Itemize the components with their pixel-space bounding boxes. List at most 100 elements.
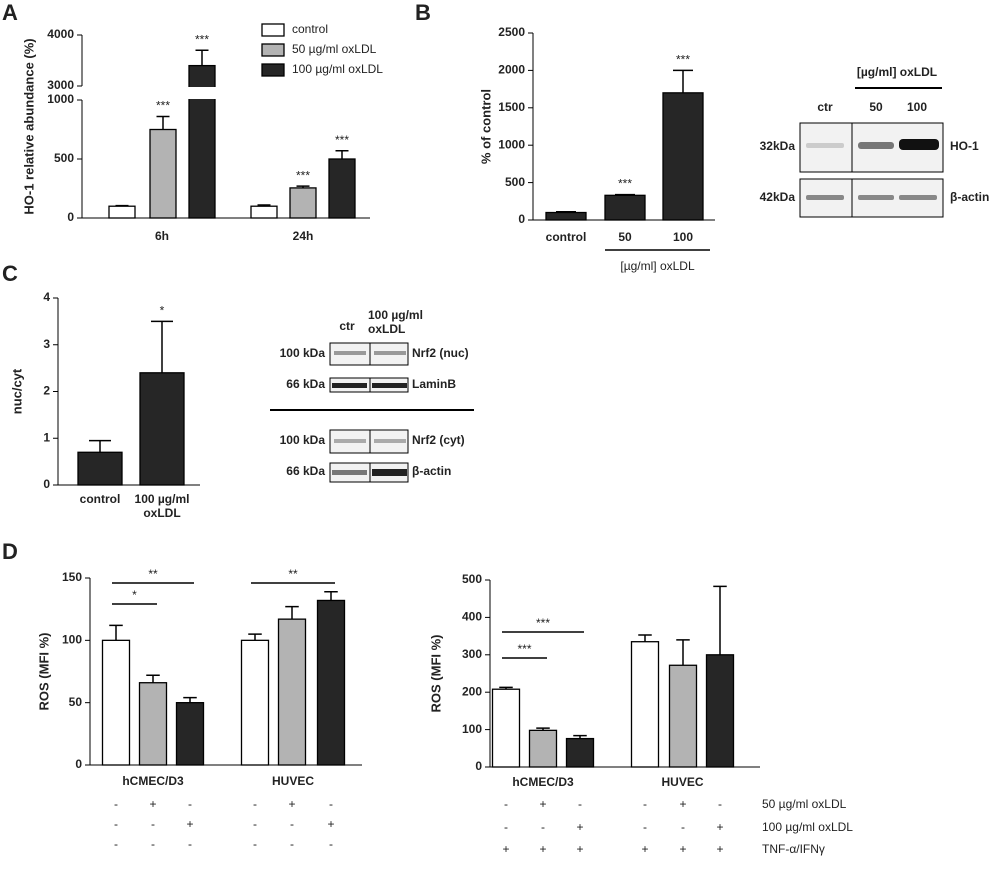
significance: **: [148, 567, 158, 581]
x-tick-label: 100 µg/ml oxLDL: [134, 492, 190, 520]
x-tick-label: 24h: [292, 229, 314, 243]
error-bar: [146, 674, 160, 683]
panel-label: A: [2, 0, 18, 25]
y-tick-label: 1500: [498, 100, 525, 114]
size-label: 42kDa: [760, 190, 796, 204]
treatment-sign: +: [539, 842, 546, 856]
y-tick-label: 1000: [498, 137, 525, 151]
treatment-sign: -: [681, 820, 685, 834]
significance: *: [132, 588, 137, 602]
size-label: 66 kDa: [286, 464, 325, 478]
x-tick-label: hCMEC/D3: [122, 774, 184, 788]
bar: [139, 372, 185, 486]
error-bar: [183, 696, 197, 703]
legend-swatch: [261, 43, 285, 57]
protein-label: Nrf2 (cyt): [412, 433, 465, 447]
size-label: 32kDa: [760, 139, 796, 153]
treatment-sign: -: [643, 797, 647, 811]
treatment-sign: -: [253, 797, 257, 811]
significance: ***: [296, 168, 310, 182]
error-bar: [676, 639, 690, 666]
error-bar: [285, 605, 299, 620]
treatment-sign: -: [151, 837, 155, 851]
significance: *: [160, 304, 165, 318]
protein-label: LaminB: [412, 377, 456, 391]
x-tick-label: 50: [618, 230, 632, 244]
treatment-sign: -: [718, 797, 722, 811]
axis-break-gap: [187, 87, 217, 99]
error-bar: [335, 149, 349, 159]
blot-box: [329, 429, 409, 454]
y-axis-label: ROS (MFI %): [428, 635, 443, 713]
treatment-sign: -: [151, 817, 155, 831]
treatment-sign: -: [290, 817, 294, 831]
lane-label: ctr: [339, 319, 355, 333]
error-bar: [195, 49, 209, 66]
band: [899, 195, 937, 200]
y-tick-label: 3: [43, 337, 50, 351]
blot-c: ctr 100 kDa 66 kDa 100 kDa 66 kDa Nrf2 (…: [270, 319, 474, 483]
lane-label: 100: [907, 100, 927, 114]
band: [372, 469, 407, 476]
error-bar: [638, 634, 652, 642]
bar: [528, 729, 558, 768]
treatment-sign: +: [327, 817, 334, 831]
band: [806, 143, 844, 148]
y-axis-label: % of control: [478, 89, 493, 164]
y-tick-label: 4000: [47, 27, 74, 41]
legend-label: 50 µg/ml oxLDL: [292, 42, 377, 56]
bar: [138, 682, 168, 766]
error-bar: [89, 439, 111, 453]
error-bar: [615, 193, 635, 196]
band: [334, 439, 366, 443]
treatment-sign: +: [679, 797, 686, 811]
y-tick-label: 1: [43, 430, 50, 444]
band: [372, 383, 407, 388]
significance: ***: [618, 177, 632, 191]
y-tick-label: 50: [69, 695, 83, 709]
x-tick-label: control: [545, 230, 587, 244]
panel-label: D: [2, 539, 18, 564]
significance: **: [288, 567, 298, 581]
bar: [240, 639, 270, 766]
band: [332, 470, 367, 475]
x-tick-label: HUVEC: [271, 774, 314, 788]
band: [334, 351, 366, 355]
bar: [545, 211, 587, 221]
significance: ***: [156, 99, 170, 113]
error-bar: [151, 320, 173, 373]
y-tick-label: 150: [62, 570, 82, 584]
bar: [289, 187, 317, 219]
error-bar: [713, 585, 727, 655]
x-tick-label: hCMEC/D3: [512, 775, 574, 789]
bar: [108, 205, 136, 219]
y-tick-label: 0: [475, 759, 482, 773]
y-tick-label: 400: [462, 610, 482, 624]
y-axis-label: nuc/cyt: [9, 368, 24, 414]
treatment-sign: +: [641, 842, 648, 856]
bar: [77, 451, 123, 486]
x-tick-label: HUVEC: [661, 775, 704, 789]
y-tick-label: 500: [54, 151, 74, 165]
significance: ***: [536, 616, 550, 630]
y-tick-label: 500: [505, 175, 525, 189]
band: [806, 195, 844, 200]
y-tick-label: 1000: [47, 92, 74, 106]
treatment-sign: +: [679, 842, 686, 856]
error-bar: [109, 624, 123, 641]
y-axis-label: ROS (MFI %): [36, 633, 51, 711]
protein-label: Nrf2 (nuc): [412, 346, 469, 360]
error-bar: [156, 115, 170, 130]
treatment-sign: -: [253, 837, 257, 851]
significance: ***: [676, 53, 690, 67]
protein-label: HO-1: [950, 139, 979, 153]
treatment-sign: +: [716, 842, 723, 856]
panel-label: C: [2, 261, 18, 286]
treatment-sign: +: [576, 842, 583, 856]
error-bar: [248, 633, 262, 641]
y-tick-label: 0: [518, 212, 525, 226]
panel-label: B: [415, 0, 431, 25]
legend-swatch: [261, 63, 285, 77]
significance: ***: [195, 32, 209, 46]
